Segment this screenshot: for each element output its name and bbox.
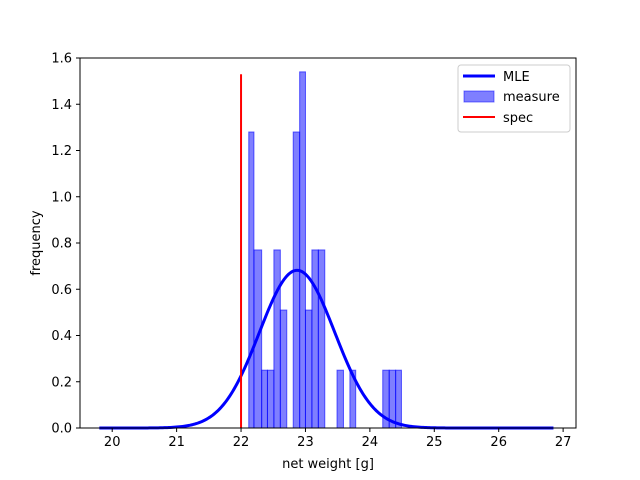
x-tick-label: 24: [362, 435, 379, 450]
legend-box: [457, 64, 571, 133]
histogram-bar: [336, 369, 344, 429]
x-tick-label: 25: [426, 435, 443, 450]
histogram-bar: [248, 131, 255, 429]
histogram-bar: [261, 369, 268, 429]
legend-measure-swatch: [463, 90, 495, 103]
histogram-bar: [279, 309, 288, 429]
y-tick-label: 1.6: [51, 52, 72, 67]
x-axis-ticks: 20 21 22 23 24 25 26 27: [104, 428, 571, 450]
x-tick-label: 26: [490, 435, 507, 450]
legend-measure-label: measure: [503, 90, 560, 105]
histogram-bar: [273, 249, 281, 429]
y-tick-label: 0.0: [51, 422, 72, 437]
y-tick-label: 1.0: [51, 190, 72, 205]
y-tick-label: 0.6: [51, 283, 72, 298]
histogram-bar: [395, 369, 402, 429]
histogram-bar: [311, 249, 319, 429]
histogram-bar: [317, 249, 326, 429]
x-axis-label: net weight [g]: [282, 457, 374, 472]
x-tick-label: 27: [555, 435, 572, 450]
histogram-bar: [266, 369, 275, 429]
legend: MLE measure spec: [457, 64, 571, 133]
x-tick-label: 22: [233, 435, 250, 450]
legend-mle-label: MLE: [503, 70, 530, 85]
histogram-bar: [304, 309, 313, 429]
histogram-bar: [292, 131, 301, 429]
x-tick-label: 23: [297, 435, 314, 450]
y-tick-label: 0.8: [51, 237, 72, 252]
y-tick-label: 1.4: [51, 98, 72, 113]
y-axis-label: frequency: [29, 210, 44, 276]
y-axis-ticks: 0.0 0.2 0.4 0.6 0.8 1.0 1.2 1.4 1.6: [51, 52, 80, 437]
y-tick-label: 0.4: [51, 329, 72, 344]
legend-spec-label: spec: [503, 111, 533, 126]
y-tick-label: 0.2: [51, 375, 72, 390]
x-tick-label: 20: [104, 435, 121, 450]
y-tick-label: 1.2: [51, 144, 72, 159]
histogram-bar: [299, 71, 306, 429]
x-tick-label: 21: [168, 435, 185, 450]
